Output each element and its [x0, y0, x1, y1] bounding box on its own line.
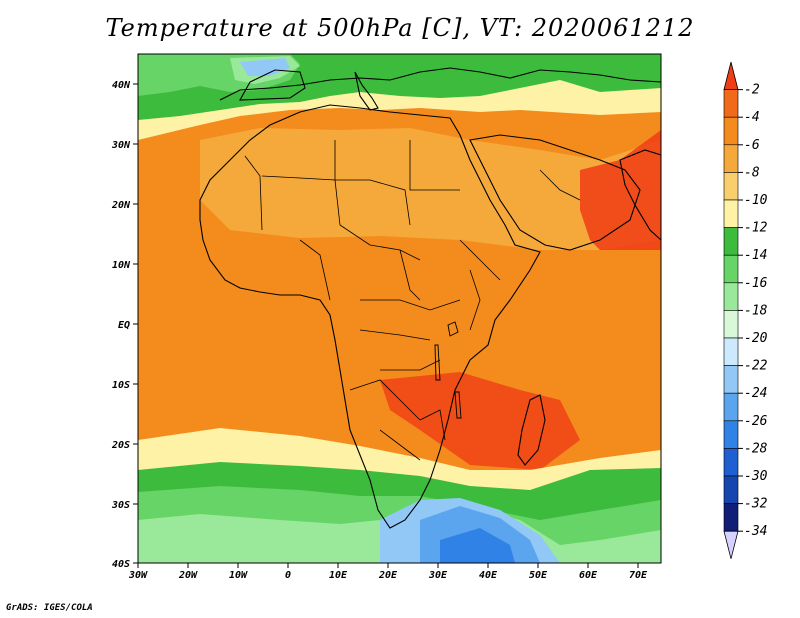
- lat-label-30n: 30N: [111, 140, 131, 151]
- colorbar-label: -34: [744, 524, 767, 539]
- colorbar-box: [723, 116, 739, 146]
- colorbar-box: [723, 337, 739, 366]
- europe-coast: [219, 67, 661, 101]
- colorbar-box: [723, 448, 739, 477]
- colorbar-label: -18: [744, 303, 768, 318]
- lat-label-10n: 10N: [112, 260, 131, 271]
- lat-label-10s: 10S: [112, 380, 130, 391]
- lon-label-50e: 50E: [529, 570, 548, 581]
- lon-axis: 30W 20W 10W 0 10E 20E 30E 40E 50E 60E 70…: [128, 563, 648, 581]
- lat-label-eq: EQ: [118, 320, 130, 331]
- colorbar-box: [723, 227, 739, 256]
- colorbar-box: [723, 144, 739, 173]
- map-frame: [137, 53, 662, 564]
- colorbar-label: -22: [744, 359, 768, 374]
- country-borders: [244, 140, 581, 461]
- madagascar: [517, 394, 546, 466]
- colorbar-box: [723, 420, 739, 449]
- colorbar-label: -28: [744, 441, 768, 456]
- colorbar-label: -24: [744, 386, 767, 401]
- lon-label-10w: 10W: [229, 570, 248, 581]
- lon-label-60e: 60E: [579, 570, 598, 581]
- lon-label-40e: 40E: [479, 570, 498, 581]
- lon-label-20w: 20W: [178, 570, 198, 581]
- colorbar-label: -16: [744, 276, 768, 291]
- colorbar-label: -10: [744, 193, 768, 208]
- colorbar: -2 -4 -6 -8 -10 -12 -14 -16 -18 -20 -22 -24 -26 -28 -3…: [723, 61, 768, 559]
- colorbar-box: [723, 282, 739, 311]
- colorbar-label: -14: [744, 248, 767, 263]
- map-title: Temperature at 500hPa [C], VT: 202006121…: [105, 14, 695, 42]
- iberia: [239, 69, 306, 101]
- colorbar-label: -8: [744, 165, 760, 180]
- lat-label-40s: 40S: [112, 559, 130, 570]
- credit-label: GrADS: IGES/COLA: [6, 603, 93, 613]
- lat-label-20s: 20S: [111, 440, 130, 451]
- colorbar-label: -26: [744, 414, 768, 429]
- band-north-blue: [240, 58, 290, 76]
- temperature-field: [138, 54, 661, 563]
- colorbar-bottom-arrow: [723, 530, 739, 559]
- lon-label-10e: 10E: [329, 570, 348, 581]
- colorbar-box: [723, 475, 739, 504]
- lat-label-30s: 30S: [111, 500, 130, 511]
- colorbar-label: -32: [744, 497, 768, 512]
- cold-pool-core: [440, 528, 515, 563]
- arabia: [469, 134, 641, 251]
- colorbar-box: [723, 310, 739, 339]
- lon-label-20e: 20E: [378, 570, 398, 581]
- southern-hot: [380, 372, 580, 470]
- india: [619, 149, 661, 241]
- sahara-warm: [200, 128, 661, 250]
- lon-label-0: 0: [285, 570, 291, 581]
- lon-label-30w: 30W: [128, 570, 148, 581]
- africa-coastline: [199, 104, 541, 529]
- colorbar-box: [723, 172, 739, 201]
- arabia-hot: [580, 130, 661, 280]
- colorbar-box: [723, 254, 739, 284]
- lat-label-40n: 40N: [112, 80, 131, 91]
- colorbar-box: [723, 89, 739, 118]
- lon-label-30e: 30E: [428, 570, 448, 581]
- colorbar-box: [723, 392, 739, 422]
- coastlines: [199, 67, 661, 529]
- colorbar-label: -12: [744, 221, 768, 236]
- colorbar-label: -30: [744, 469, 768, 484]
- colorbar-label: -2: [744, 83, 760, 98]
- colorbar-top-arrow: [723, 61, 739, 90]
- colorbar-label: -20: [744, 331, 768, 346]
- colorbar-box: [723, 365, 739, 394]
- colorbar-label: -6: [744, 138, 760, 153]
- colorbar-box: [723, 503, 739, 532]
- lakes: [434, 321, 462, 419]
- colorbar-label: -4: [744, 110, 760, 125]
- colorbar-box: [723, 199, 739, 228]
- italy: [354, 71, 379, 111]
- tropical-band: [138, 250, 661, 330]
- lat-label-20n: 20N: [111, 200, 131, 211]
- lon-label-70e: 70E: [629, 570, 648, 581]
- lat-axis: 40N 30N 20N 10N EQ 10S 20S 30S 40S: [111, 80, 138, 570]
